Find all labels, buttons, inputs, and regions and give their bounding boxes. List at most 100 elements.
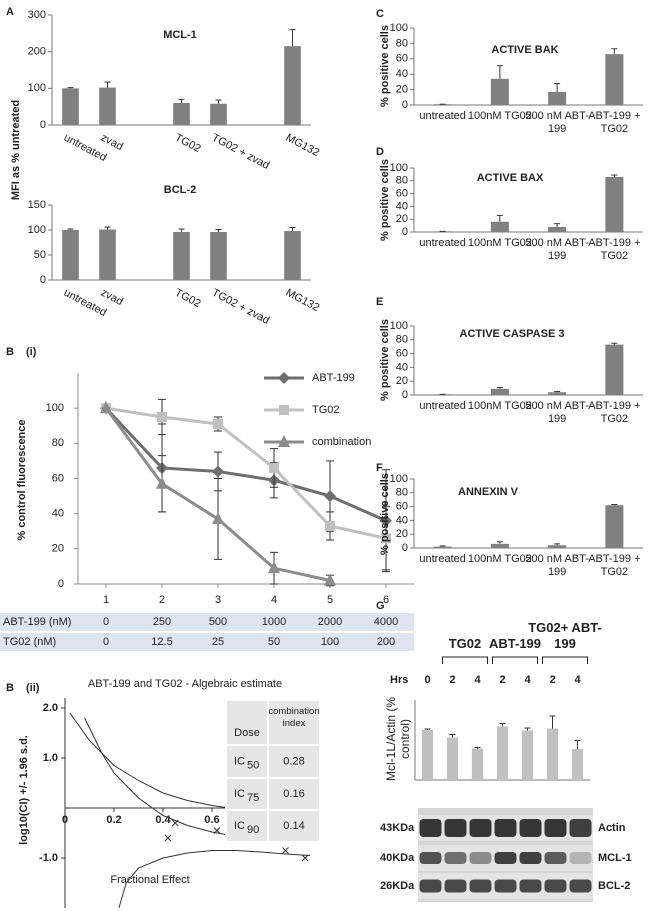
point	[324, 490, 336, 503]
error-bar	[289, 29, 296, 47]
table-dose-sub: 50	[247, 759, 259, 771]
x-tick-label: 500 nM ABT-199	[525, 400, 589, 425]
table-cell-bg	[267, 744, 321, 779]
bar	[571, 749, 584, 780]
blot-band	[519, 819, 542, 837]
bar	[210, 232, 227, 280]
y-tick-label: 60	[52, 472, 64, 484]
y-tick-label: 80	[396, 487, 408, 499]
table-header: Dose	[234, 727, 260, 739]
legend-marker	[278, 435, 290, 447]
panel-letter: D	[376, 146, 384, 158]
chart-title: ABT-199 and TG02 - Algebraic estimate	[88, 678, 282, 690]
y-tick-label: 20	[396, 528, 408, 540]
blot-band	[469, 879, 492, 893]
error-bar	[178, 228, 185, 232]
x-tick-label: untreated	[419, 400, 466, 412]
y-tick-label: 60	[396, 53, 408, 65]
bar	[99, 87, 116, 125]
y-tick-label: 80	[396, 175, 408, 187]
bar	[521, 730, 534, 780]
error-bar	[611, 342, 618, 345]
y-tick-label: 60	[396, 348, 408, 360]
table-cell: 1000	[262, 616, 286, 628]
y-tick-label: 40	[396, 68, 408, 80]
table-cell: 2000	[318, 616, 342, 628]
x-tick-label: 6	[383, 594, 389, 606]
chart-title: ACTIVE BAK	[491, 44, 558, 56]
blot-band	[519, 852, 542, 864]
blot-band	[569, 819, 592, 837]
error-bar	[611, 48, 618, 55]
y-tick-label: 100	[46, 402, 64, 414]
x-tick-label: 1	[103, 594, 109, 606]
table-dose-sub: 90	[247, 824, 259, 836]
x-tick-label: untreated	[419, 237, 466, 249]
y-tick-label: 20	[52, 543, 64, 555]
point	[269, 462, 279, 473]
y-tick-label: 0	[402, 226, 408, 238]
y-tick-label: 0	[402, 99, 408, 111]
chart-title: ANNEXIN V	[458, 486, 519, 498]
bar	[471, 748, 484, 780]
panel-letter: F	[376, 462, 383, 474]
error-bar	[474, 747, 481, 749]
chart-title: ACTIVE CASPASE 3	[460, 328, 565, 340]
x-tick-label: ABT-199 + TG02	[588, 553, 641, 578]
y-tick-label: 300	[28, 9, 46, 21]
table-cell: 12.5	[151, 636, 172, 648]
blot-band	[444, 852, 467, 864]
chart-title: MCL-1	[163, 29, 197, 41]
blot-protein-label: Actin	[598, 822, 626, 834]
table-cell-bg	[267, 777, 321, 811]
error-bar	[289, 227, 296, 231]
blot-band	[419, 852, 442, 864]
bar	[546, 728, 559, 780]
estimate-point	[213, 827, 221, 834]
y-tick-label: 0	[40, 119, 46, 131]
x-tick-label: 4	[271, 594, 277, 606]
panel-letter: B	[6, 346, 14, 358]
bar	[284, 231, 301, 280]
y-tick-label: 0	[402, 542, 408, 554]
table-cell: 50	[268, 636, 280, 648]
y-tick-label: 60	[396, 188, 408, 200]
error-bar	[554, 82, 561, 92]
point	[268, 561, 280, 574]
point	[325, 520, 335, 531]
y-axis-label: % positive cells	[379, 319, 391, 401]
blot-band	[569, 852, 592, 864]
y-tick-label: 100	[390, 320, 408, 332]
error-bar	[554, 543, 561, 546]
group-label: TG02	[448, 636, 482, 651]
bar	[421, 730, 434, 780]
x-tick-label: 2	[549, 674, 555, 686]
blot-band	[494, 879, 517, 893]
table-header: combination index	[268, 706, 320, 729]
blot-band	[444, 819, 467, 837]
table-cell: 500	[209, 616, 227, 628]
y-tick-label: 200	[28, 46, 46, 58]
point	[100, 401, 112, 414]
x-tick-label: untreated	[419, 110, 466, 122]
x-tick-label: 100nM TG02	[467, 400, 532, 412]
error-bar	[104, 81, 111, 88]
y-tick-label: 20	[396, 84, 408, 96]
table-cell-bg	[267, 809, 321, 843]
x-tick-label: 2	[159, 594, 165, 606]
x-tick-label: 0	[62, 814, 68, 826]
table-cell: 100	[321, 636, 339, 648]
error-bar	[549, 715, 556, 729]
x-tick-label: 100nM TG02	[467, 110, 532, 122]
blot-band	[469, 852, 492, 864]
table-row-label: TG02 (nM)	[3, 636, 56, 648]
x-tick-label: TG02 + zvad	[210, 132, 272, 172]
x-tick-label: 3	[215, 594, 221, 606]
bar	[548, 392, 567, 395]
table-dose: IC	[234, 788, 245, 800]
error-bar	[554, 391, 561, 393]
bar	[548, 545, 567, 548]
x-tick-label: 2	[449, 674, 455, 686]
